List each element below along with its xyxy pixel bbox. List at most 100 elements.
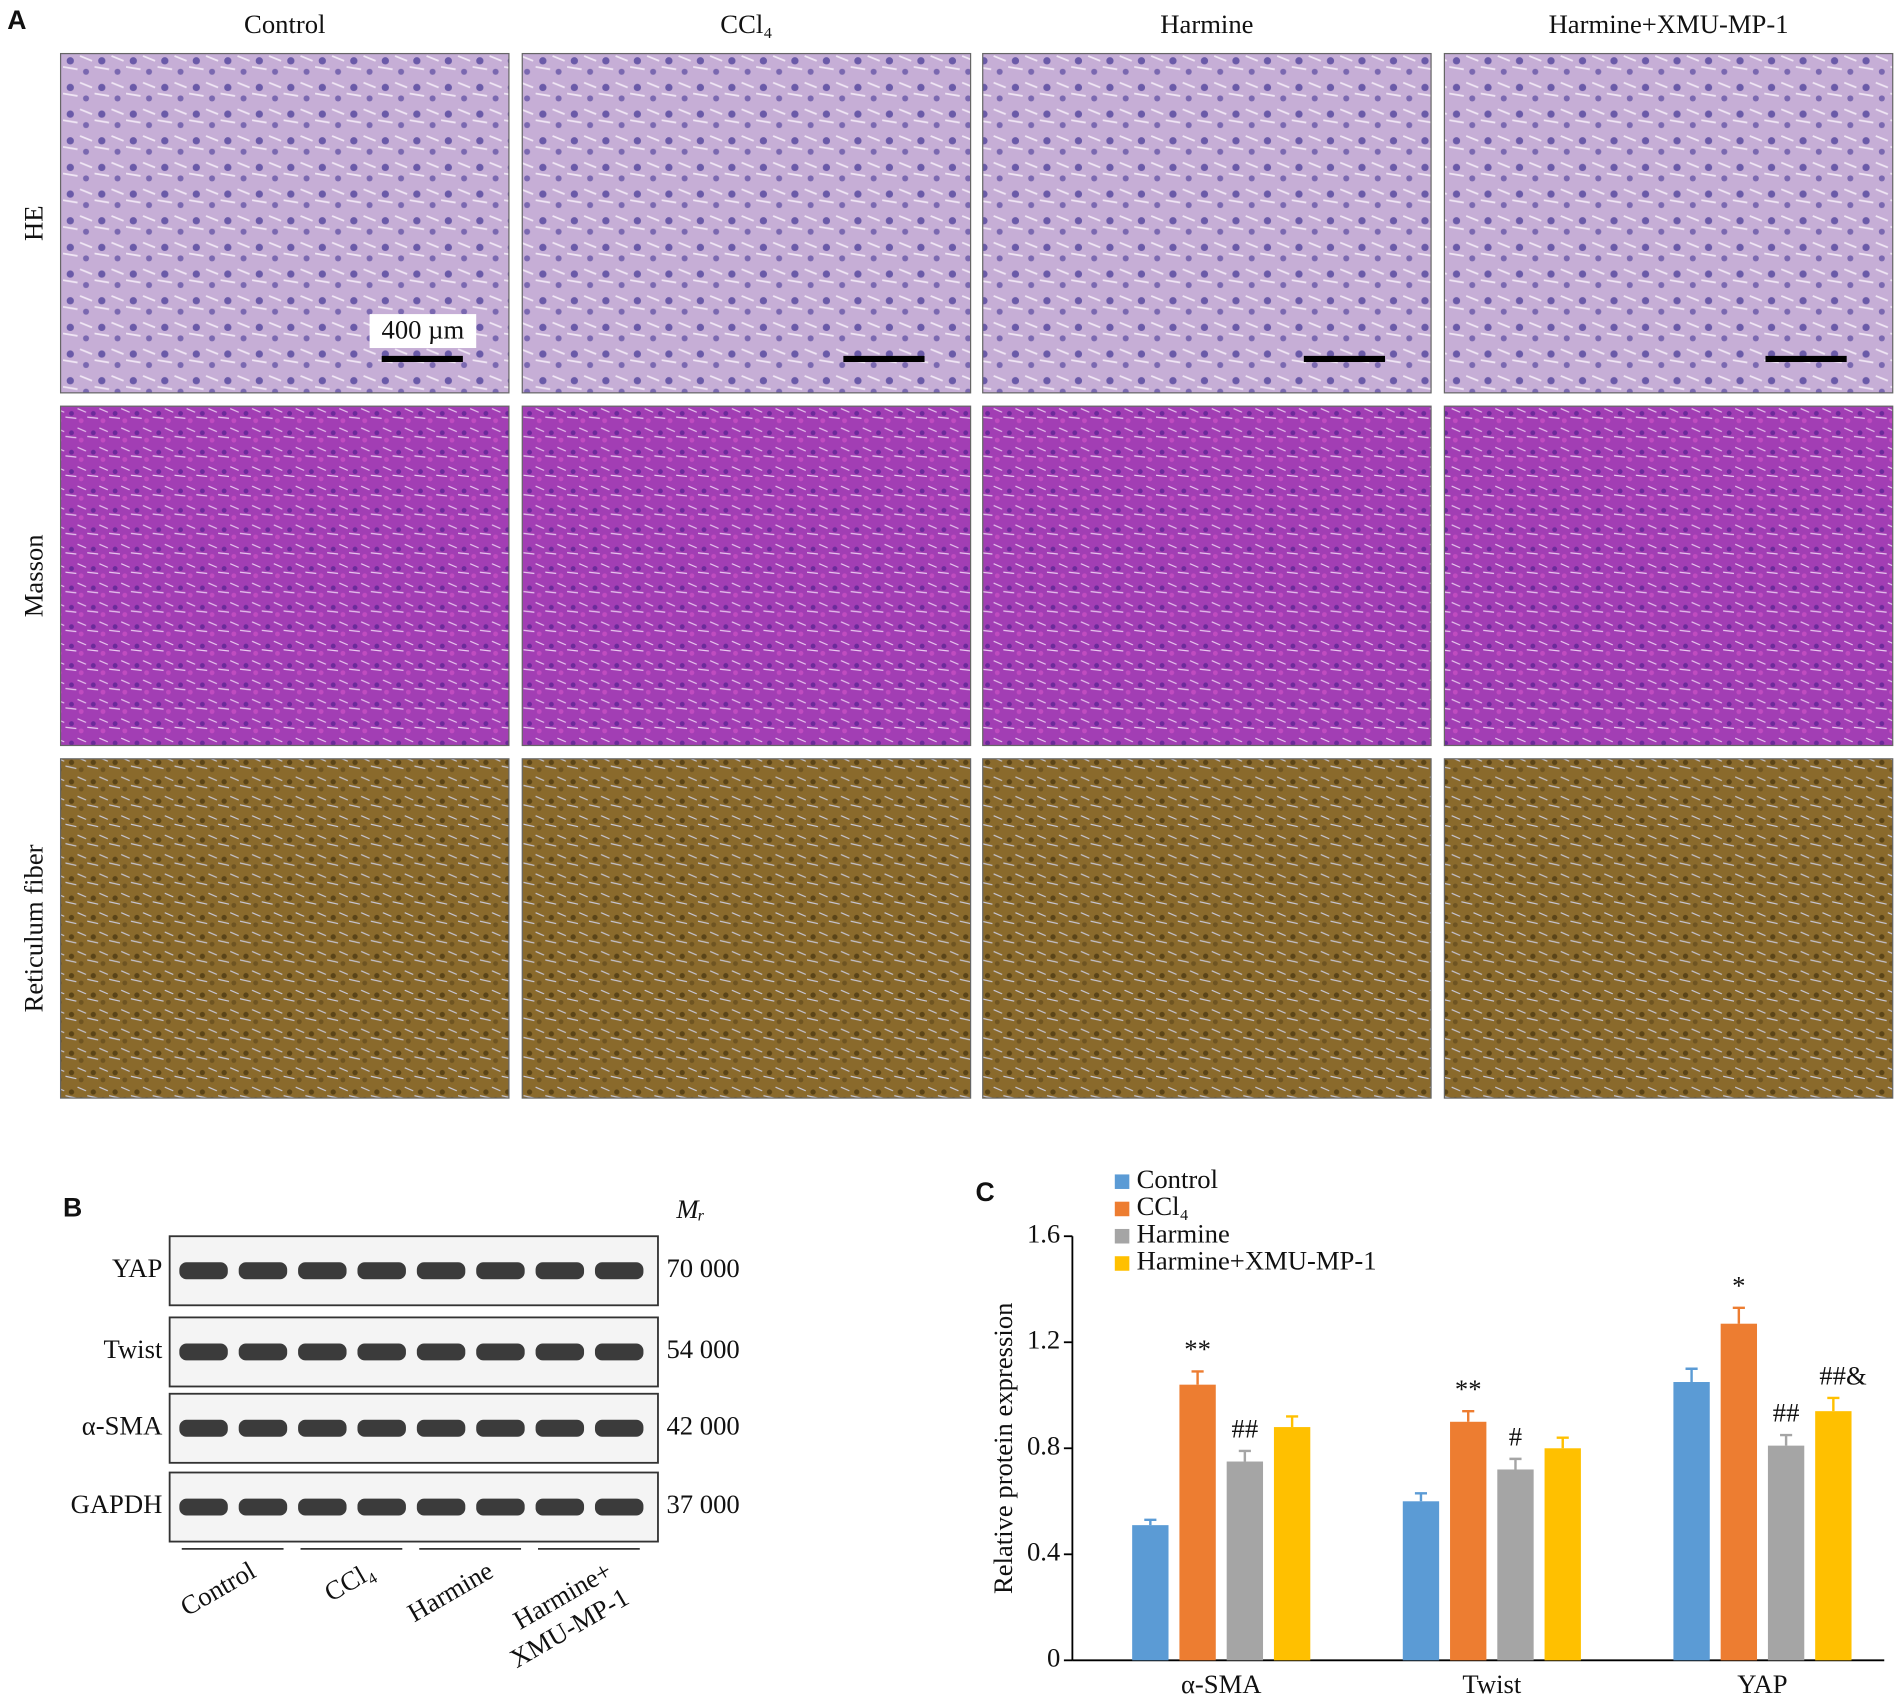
x-tick-label: α-SMA bbox=[1181, 1669, 1262, 1699]
blot-band bbox=[416, 1419, 466, 1437]
bar bbox=[1273, 1427, 1311, 1661]
y-axis-label: Relative protein expression bbox=[988, 1303, 1018, 1595]
column-header: CCl₄ bbox=[720, 9, 772, 39]
legend-swatch bbox=[1114, 1174, 1130, 1189]
error-bar bbox=[1556, 1436, 1569, 1449]
error-bar bbox=[1462, 1409, 1475, 1422]
panel-label: A bbox=[7, 5, 26, 35]
y-tick-label: 0 bbox=[1047, 1642, 1060, 1672]
bar bbox=[1767, 1445, 1805, 1661]
legend-label: Harmine+XMU-MP-1 bbox=[1137, 1246, 1377, 1276]
scale-label: 400 µm bbox=[382, 314, 465, 344]
group-label: Control bbox=[175, 1555, 260, 1622]
blot-band bbox=[179, 1498, 228, 1516]
bar bbox=[1226, 1461, 1264, 1661]
blot-band bbox=[416, 1498, 466, 1516]
blot-band bbox=[476, 1343, 525, 1361]
blot-band bbox=[238, 1343, 288, 1361]
blot-band bbox=[357, 1498, 406, 1516]
y-tick-label: 1.6 bbox=[1027, 1218, 1060, 1248]
blot-band bbox=[238, 1498, 288, 1516]
blot-band bbox=[594, 1262, 644, 1280]
protein-label: Twist bbox=[104, 1334, 163, 1364]
bar bbox=[1673, 1382, 1710, 1661]
significance: # bbox=[1509, 1422, 1522, 1452]
micrograph bbox=[59, 758, 510, 1099]
blot-band bbox=[594, 1419, 644, 1437]
error-bar bbox=[1509, 1457, 1522, 1470]
micrograph bbox=[59, 405, 510, 747]
micrograph bbox=[521, 758, 972, 1099]
protein-label: α-SMA bbox=[82, 1410, 163, 1440]
column-header: Harmine+XMU-MP-1 bbox=[1549, 9, 1789, 39]
micrograph bbox=[1443, 405, 1894, 747]
row-label: Masson bbox=[18, 534, 48, 617]
protein-label: GAPDH bbox=[71, 1489, 163, 1519]
bar bbox=[1720, 1323, 1758, 1661]
significance: ##& bbox=[1819, 1361, 1867, 1391]
bar bbox=[1450, 1421, 1487, 1661]
significance: ## bbox=[1232, 1414, 1259, 1444]
panel-label: C bbox=[975, 1177, 994, 1207]
blot-band bbox=[238, 1262, 288, 1280]
blot-band bbox=[594, 1343, 644, 1361]
blot-band bbox=[476, 1498, 525, 1516]
mr-label: Mᵣ bbox=[675, 1194, 705, 1224]
x-tick-label: Twist bbox=[1462, 1669, 1521, 1699]
blot-band bbox=[416, 1262, 466, 1280]
micrograph bbox=[982, 758, 1432, 1099]
blot-band bbox=[535, 1262, 585, 1280]
micrograph bbox=[982, 52, 1432, 394]
significance: ## bbox=[1773, 1398, 1800, 1428]
error-bar bbox=[1685, 1367, 1698, 1383]
blot-band bbox=[357, 1419, 406, 1437]
significance: ** bbox=[1455, 1374, 1482, 1404]
bar bbox=[1497, 1469, 1534, 1661]
blot-band bbox=[179, 1262, 228, 1280]
blot-band bbox=[476, 1262, 525, 1280]
error-bar bbox=[1286, 1415, 1299, 1428]
row-label: HE bbox=[18, 205, 48, 241]
blot-band bbox=[179, 1419, 228, 1437]
row-label: Reticulum fiber bbox=[18, 844, 48, 1012]
blot-band bbox=[476, 1419, 525, 1437]
legend-swatch bbox=[1114, 1228, 1130, 1244]
blot-band bbox=[298, 1343, 347, 1361]
blot-band bbox=[357, 1343, 406, 1361]
legend-label: CCl₄ bbox=[1137, 1191, 1189, 1221]
legend-swatch bbox=[1114, 1256, 1130, 1271]
blot-band bbox=[238, 1419, 288, 1437]
legend-label: Control bbox=[1137, 1164, 1218, 1194]
mr-value: 54 000 bbox=[666, 1334, 739, 1364]
error-bar bbox=[1238, 1449, 1251, 1462]
blot-band bbox=[535, 1343, 585, 1361]
group-label: CCl₄ bbox=[319, 1555, 379, 1607]
panel-label: B bbox=[63, 1193, 82, 1223]
blot-band bbox=[179, 1343, 228, 1361]
significance: * bbox=[1732, 1271, 1745, 1301]
error-bar bbox=[1827, 1396, 1840, 1412]
blot-band bbox=[594, 1498, 644, 1516]
x-tick-label: YAP bbox=[1737, 1669, 1787, 1699]
mr-value: 42 000 bbox=[666, 1410, 739, 1440]
legend-swatch bbox=[1114, 1201, 1130, 1217]
blot-band bbox=[298, 1498, 347, 1516]
blot-band bbox=[298, 1262, 347, 1280]
error-bar bbox=[1732, 1306, 1745, 1324]
micrograph bbox=[1443, 758, 1894, 1099]
bar bbox=[1815, 1411, 1852, 1661]
micrograph bbox=[1443, 52, 1894, 394]
error-bar bbox=[1414, 1492, 1428, 1502]
y-tick-label: 0.4 bbox=[1027, 1536, 1060, 1566]
blot-band bbox=[416, 1343, 466, 1361]
micrograph bbox=[521, 52, 972, 394]
group-label: Harmine bbox=[402, 1555, 498, 1628]
y-tick-label: 0.8 bbox=[1027, 1430, 1060, 1460]
bar bbox=[1132, 1525, 1169, 1661]
blot-band bbox=[298, 1419, 347, 1437]
micrograph bbox=[982, 405, 1432, 747]
error-bar bbox=[1780, 1433, 1793, 1446]
micrograph bbox=[521, 405, 972, 747]
mr-value: 37 000 bbox=[666, 1489, 739, 1519]
